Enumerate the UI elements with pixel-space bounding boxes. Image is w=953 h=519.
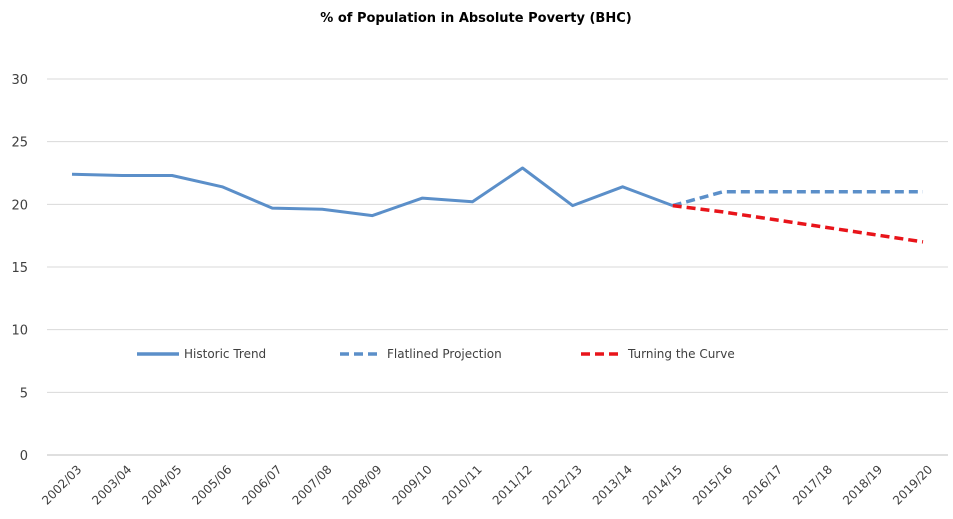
x-tick-label: 2003/04: [89, 462, 134, 507]
x-tick-label: 2013/14: [590, 462, 635, 507]
x-tick-label: 2005/06: [189, 462, 234, 507]
legend-label-3: Turning the Curve: [627, 347, 735, 361]
legend-label-1: Historic Trend: [184, 347, 266, 361]
y-tick-label: 0: [20, 449, 28, 464]
series-line-2: [672, 190, 923, 208]
y-tick-label: 25: [11, 136, 28, 151]
y-tick-label: 5: [20, 386, 28, 401]
series-line-3: [672, 203, 924, 244]
x-tick-label: 2008/09: [340, 462, 385, 507]
y-tick-label: 30: [11, 73, 28, 88]
x-tick-label: 2015/16: [690, 462, 735, 507]
x-tick-label: 2012/13: [540, 462, 585, 507]
legend: Historic Trend Flatlined Projection Turnin…: [137, 347, 735, 361]
x-tick-label: 2011/12: [490, 462, 535, 507]
legend-label-2: Flatlined Projection: [387, 347, 502, 361]
x-tick-label: 2002/03: [39, 462, 84, 507]
y-axis-ticks: 0 5 10 15 20 25 30: [11, 73, 28, 464]
y-tick-label: 20: [11, 198, 28, 213]
x-tick-label: 2017/18: [790, 462, 835, 507]
chart-title: % of Population in Absolute Poverty (BHC…: [320, 11, 631, 26]
x-tick-label: 2019/20: [890, 462, 935, 507]
x-tick-label: 2004/05: [139, 462, 184, 507]
x-tick-label: 2016/17: [740, 462, 785, 507]
y-tick-label: 10: [11, 324, 28, 339]
x-tick-label: 2010/11: [440, 462, 485, 507]
x-tick-label: 2006/07: [239, 462, 284, 507]
x-tick-label: 2007/08: [289, 462, 334, 507]
x-tick-label: 2009/10: [390, 462, 435, 507]
x-axis-ticks: 2002/03 2003/04 2004/05 2005/06 2006/07 2007/…: [39, 462, 935, 507]
series-line-1: [71, 166, 674, 218]
y-tick-label: 15: [11, 261, 28, 276]
gridlines: [47, 78, 948, 456]
x-tick-label: 2018/19: [840, 462, 885, 507]
series-lines: [71, 166, 924, 244]
x-tick-label: 2014/15: [640, 462, 685, 507]
